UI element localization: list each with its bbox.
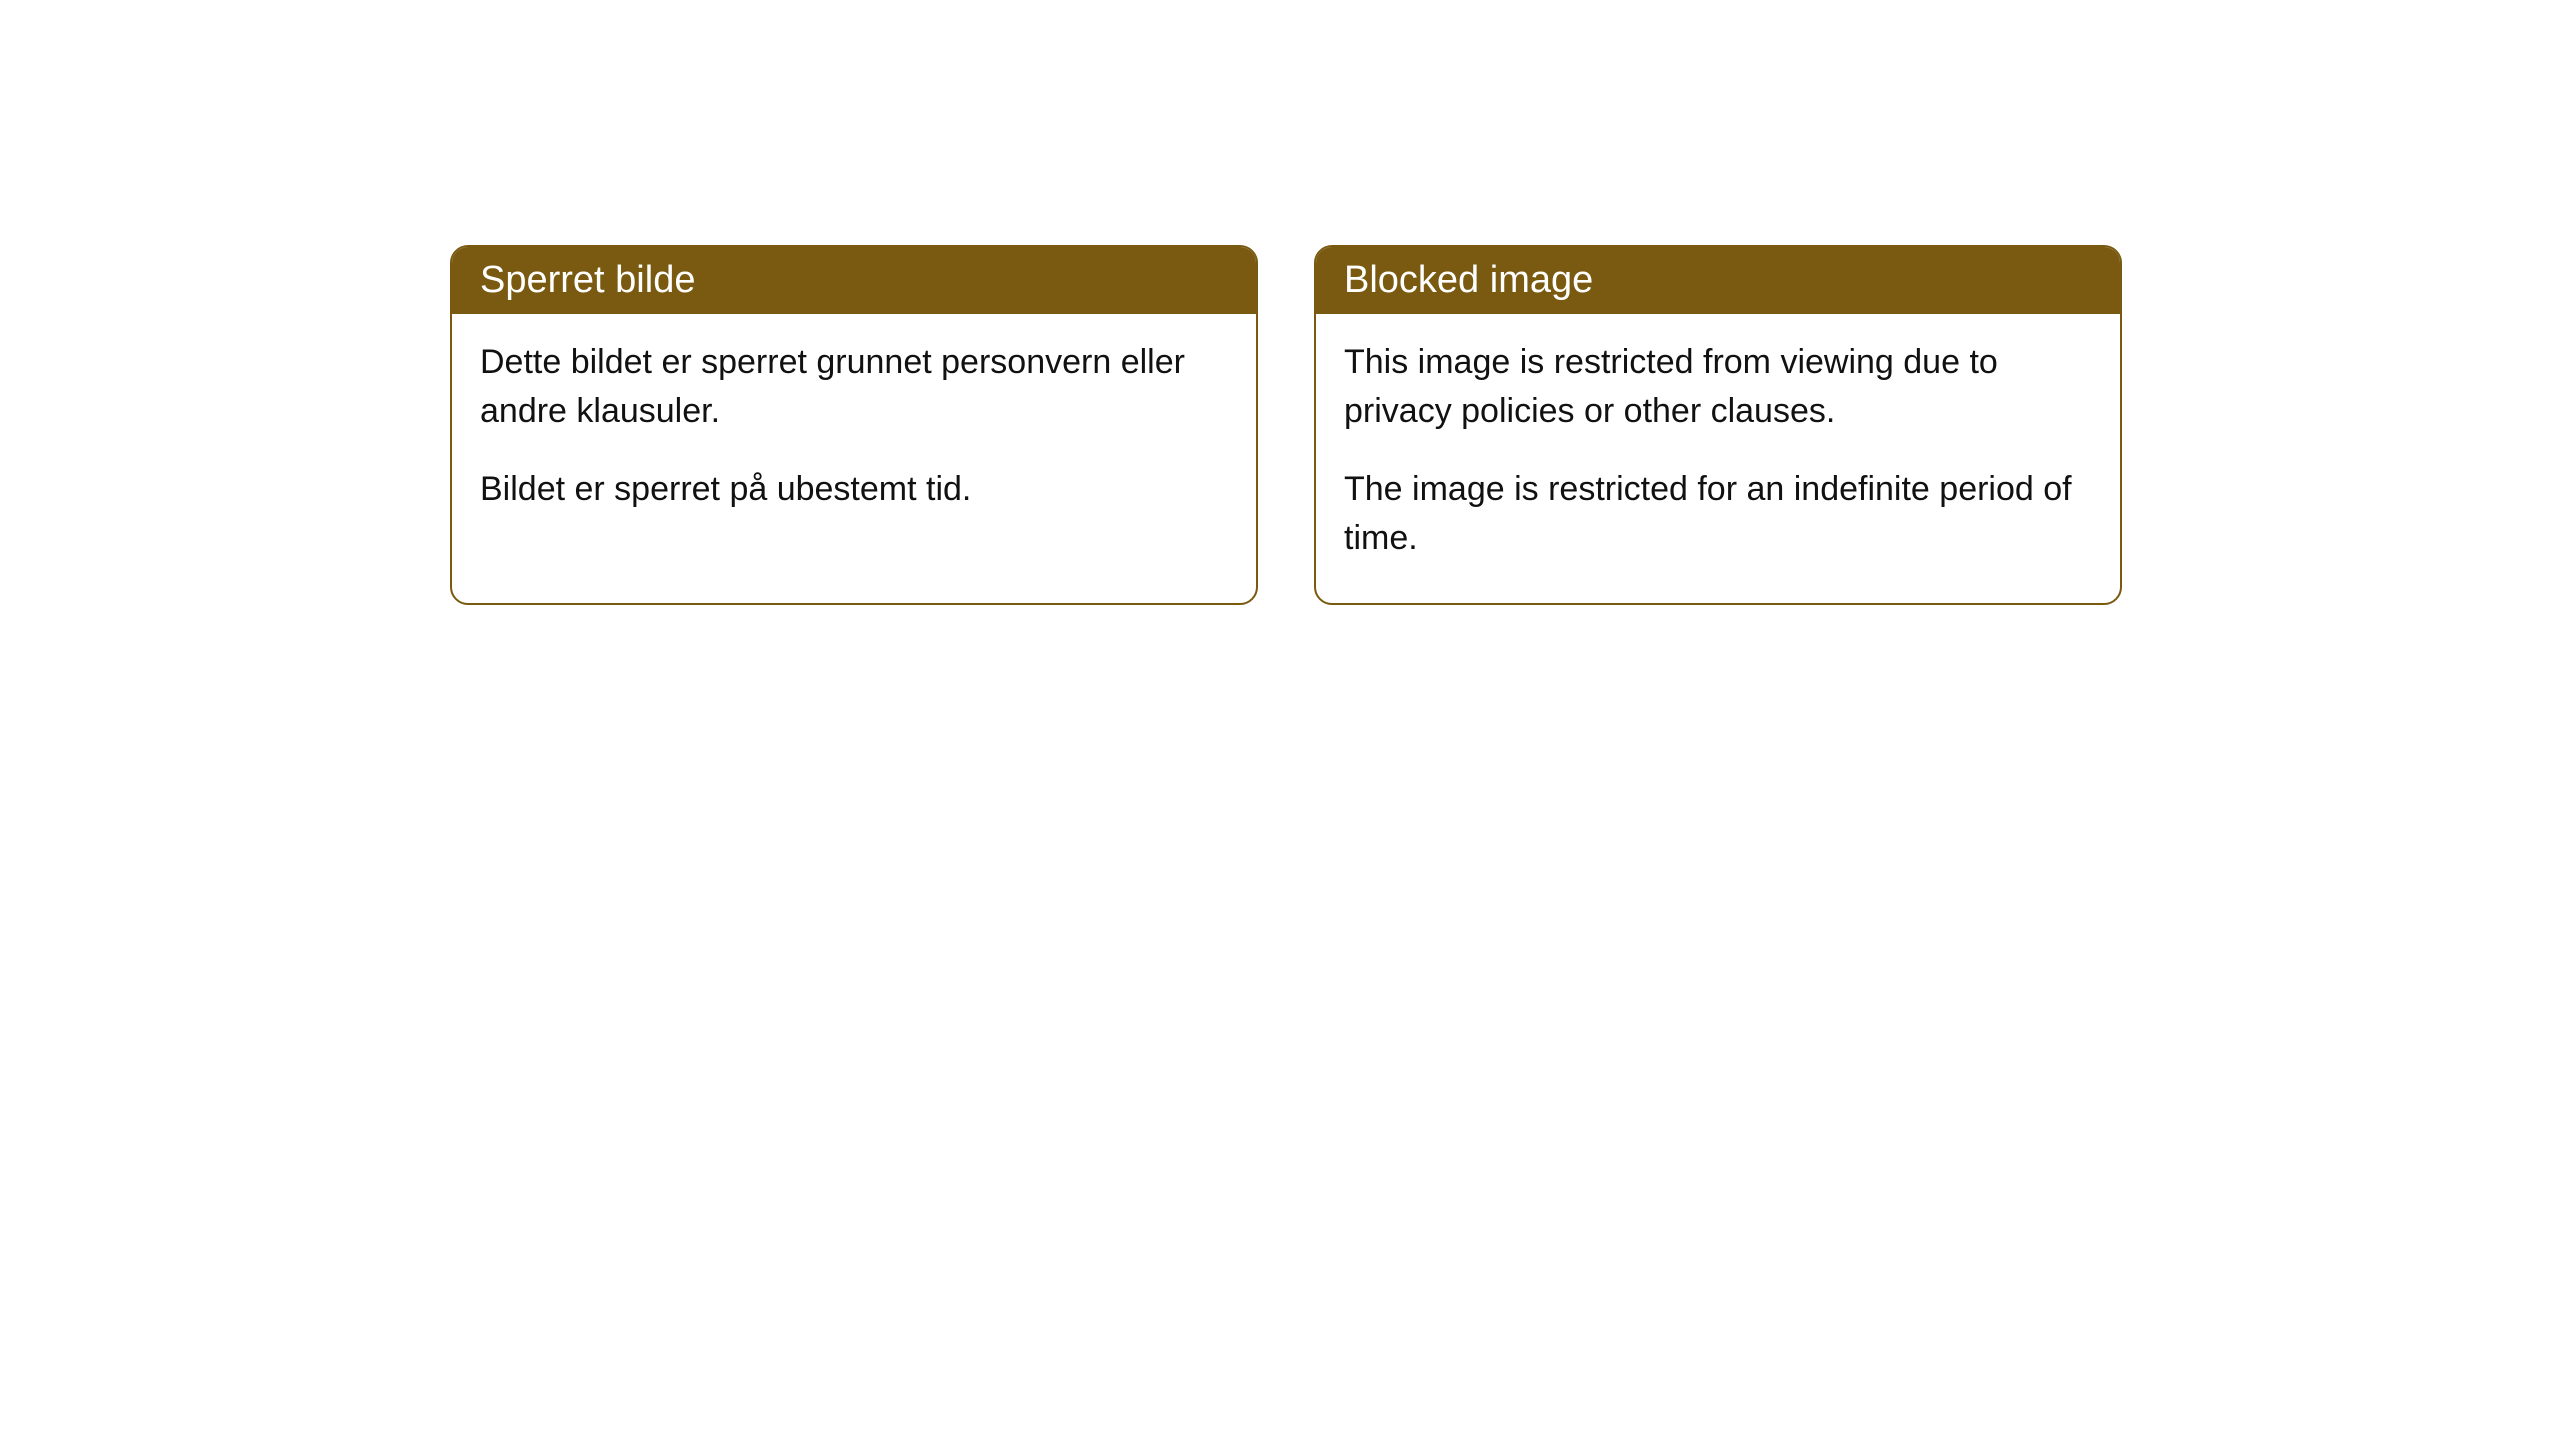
notice-card-english: Blocked image This image is restricted f… — [1314, 245, 2122, 605]
card-body-norwegian: Dette bildet er sperret grunnet personve… — [452, 314, 1256, 554]
card-header-norwegian: Sperret bilde — [452, 247, 1256, 314]
notice-container: Sperret bilde Dette bildet er sperret gr… — [450, 245, 2122, 605]
card-body-english: This image is restricted from viewing du… — [1316, 314, 2120, 603]
card-paragraph: This image is restricted from viewing du… — [1344, 338, 2092, 437]
notice-card-norwegian: Sperret bilde Dette bildet er sperret gr… — [450, 245, 1258, 605]
card-paragraph: Dette bildet er sperret grunnet personve… — [480, 338, 1228, 437]
card-paragraph: Bildet er sperret på ubestemt tid. — [480, 465, 1228, 514]
card-paragraph: The image is restricted for an indefinit… — [1344, 465, 2092, 564]
card-header-english: Blocked image — [1316, 247, 2120, 314]
